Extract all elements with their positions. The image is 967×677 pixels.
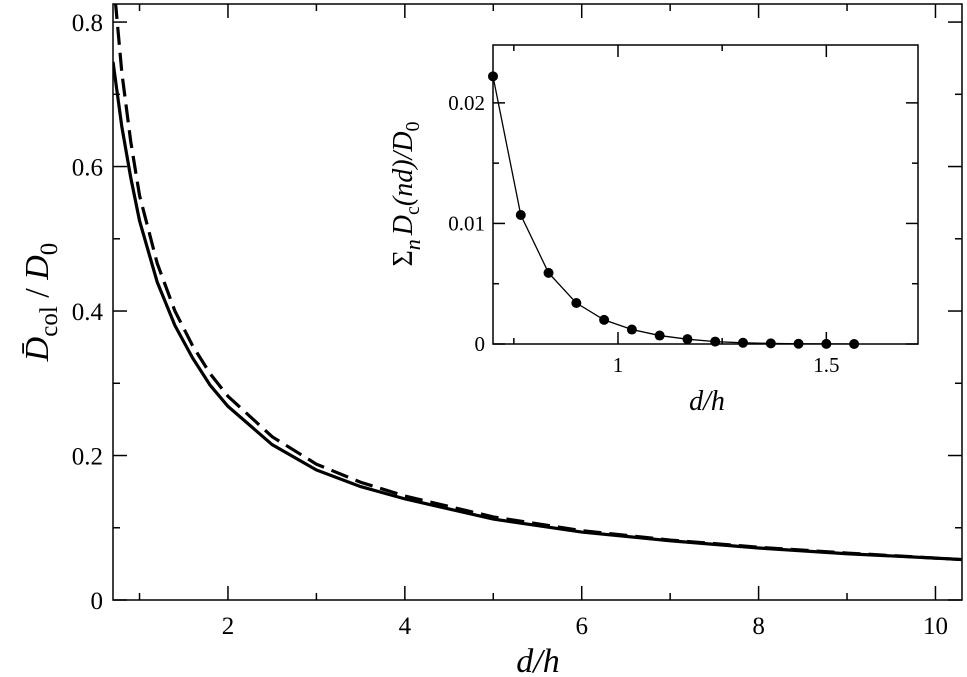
- inset-y-axis-title-c: c: [402, 206, 424, 215]
- main-y-tick-label: 0.4: [72, 299, 104, 326]
- inset-x-tick-label: 1: [613, 353, 624, 377]
- main-plot-frame: [112, 3, 963, 601]
- main-y-axis-title-sub: col: [36, 306, 63, 337]
- inset-tick-labels: 1 1.5 0 0.01 0.02: [448, 91, 839, 377]
- inset-y-axis-title-zero: 0: [402, 121, 424, 131]
- main-x-tick-label: 2: [222, 613, 235, 640]
- inset-y-axis-title-d: D: [388, 215, 419, 236]
- inset-y-tick-label: 0: [475, 332, 486, 356]
- inset-data-point: [571, 298, 582, 309]
- inset-series: [488, 71, 860, 349]
- inset-data-point: [765, 338, 776, 349]
- inset-data-point: [488, 71, 498, 82]
- main-x-axis-title: d/h: [516, 643, 559, 677]
- main-y-tick-label: 0.2: [72, 444, 103, 471]
- main-y-tick-label: 0.6: [72, 155, 103, 182]
- inset-y-axis-title-rest: (nd)/D: [388, 131, 419, 206]
- main-y-axis-title-d: D̄: [19, 336, 56, 362]
- inset-data-point: [710, 336, 721, 347]
- inset-x-axis-title-text: d/h: [689, 386, 725, 417]
- inset-y-axis-title-sigma: Σ: [388, 250, 419, 266]
- inset-data-point: [654, 330, 665, 341]
- main-x-tick-label: 10: [923, 613, 948, 640]
- inset-data-point: [793, 338, 804, 349]
- main-y-axis-title: D̄col / D0: [19, 243, 63, 363]
- inset-y-axis-title: ΣnDc(nd)/D0: [388, 121, 425, 266]
- inset-data-point: [599, 314, 610, 325]
- inset-data-point: [682, 334, 693, 345]
- inset-y-tick-label: 0.02: [448, 91, 485, 115]
- main-x-tick-label: 8: [752, 613, 765, 640]
- main-y-tick-label: 0.8: [72, 10, 103, 37]
- main-x-axis-title-text: d/h: [516, 643, 559, 677]
- main-x-tick-label: 6: [575, 613, 588, 640]
- inset-data-point: [543, 267, 554, 278]
- inset-data-point: [515, 209, 526, 220]
- main-y-tick-label: 0: [91, 588, 104, 615]
- inset-ticks: [493, 45, 918, 345]
- inset-data-point: [738, 337, 748, 348]
- main-series-line-dashed: [114, 4, 962, 562]
- inset-data-point: [849, 339, 860, 349]
- inset-data-point: [626, 324, 637, 335]
- main-y-axis-title-d0: D: [19, 255, 56, 281]
- inset-y-tick-label: 0.01: [448, 211, 485, 235]
- main-series-group: [113, 4, 962, 562]
- inset-data-point: [821, 338, 832, 349]
- inset-x-axis-title: d/h: [689, 386, 725, 417]
- main-series: [113, 4, 962, 562]
- main-y-axis-title-sub0: 0: [36, 243, 63, 256]
- inset-plot-frame: [492, 44, 919, 345]
- inset-x-tick-label: 1.5: [813, 353, 839, 377]
- inset-y-axis-title-n: n: [400, 239, 425, 250]
- main-x-tick-label: 4: [399, 613, 412, 640]
- main-y-axis-title-slash: /: [19, 280, 56, 306]
